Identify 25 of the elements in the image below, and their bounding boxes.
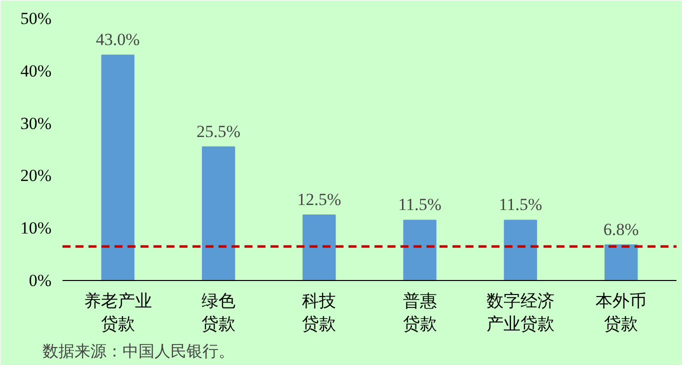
bar xyxy=(604,244,638,280)
y-tick-label: 20% xyxy=(20,166,52,186)
x-tick-label: 绿色贷款 xyxy=(202,292,236,334)
data-label: 25.5% xyxy=(196,122,240,141)
x-tick-label: 科技贷款 xyxy=(302,292,336,334)
data-label: 6.8% xyxy=(603,220,639,239)
y-tick-label: 0% xyxy=(28,271,52,290)
bar xyxy=(504,220,538,280)
data-label: 11.5% xyxy=(398,195,442,214)
bar xyxy=(202,146,236,280)
bar xyxy=(101,54,134,280)
y-tick-label: 50% xyxy=(20,9,52,28)
y-tick-label: 40% xyxy=(20,61,52,80)
bar xyxy=(403,220,436,280)
data-label: 43.0% xyxy=(96,30,140,50)
y-tick-label: 30% xyxy=(20,114,52,133)
x-tick-label: 本外币贷款 xyxy=(596,292,647,334)
x-tick-label: 普惠贷款 xyxy=(402,292,437,334)
y-tick-label: 10% xyxy=(20,218,52,238)
x-tick-label: 数字经济产业贷款 xyxy=(486,292,554,334)
data-label: 11.5% xyxy=(498,195,542,214)
data-label: 12.5% xyxy=(297,190,342,209)
x-tick-label: 养老产业贷款 xyxy=(84,292,152,334)
bar xyxy=(302,214,336,280)
source-note: 数据来源：中国人民银行。 xyxy=(42,342,234,360)
